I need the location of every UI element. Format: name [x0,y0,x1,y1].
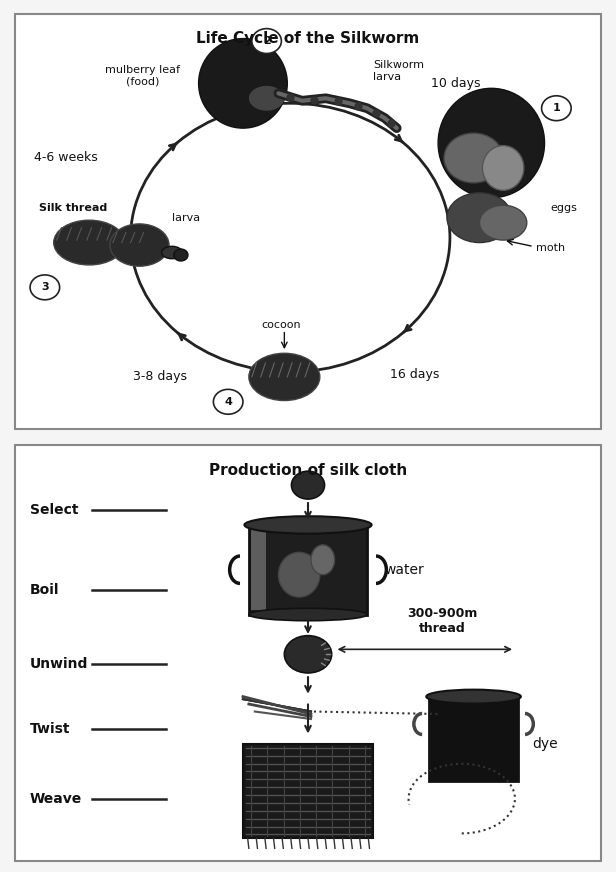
Ellipse shape [285,636,331,673]
Text: 2: 2 [263,36,270,46]
Ellipse shape [249,609,367,621]
Text: 3-8 days: 3-8 days [133,371,187,384]
Text: 10 days: 10 days [431,77,480,90]
FancyBboxPatch shape [15,14,601,429]
Text: Silk thread: Silk thread [39,203,107,213]
Text: larva: larva [172,213,200,222]
Text: Life Cycle of the Silkworm: Life Cycle of the Silkworm [197,31,419,46]
Text: 3: 3 [41,283,49,292]
Ellipse shape [482,146,524,190]
FancyBboxPatch shape [15,446,601,861]
Text: Production of silk cloth: Production of silk cloth [209,463,407,478]
Text: water: water [385,562,424,576]
Text: 4-6 weeks: 4-6 weeks [34,152,97,165]
Text: 16 days: 16 days [390,368,439,381]
FancyBboxPatch shape [251,530,266,610]
Ellipse shape [161,246,182,259]
Text: Weave: Weave [30,792,83,806]
Text: cocoon: cocoon [262,320,301,330]
FancyBboxPatch shape [429,697,518,781]
Text: Unwind: Unwind [30,657,89,671]
Ellipse shape [249,85,285,111]
Ellipse shape [311,545,334,575]
Text: moth: moth [536,242,565,253]
Text: dye: dye [533,737,558,751]
Ellipse shape [438,88,545,198]
Circle shape [291,471,325,499]
Text: Boil: Boil [30,582,60,596]
Ellipse shape [278,552,320,597]
Circle shape [174,249,188,261]
Ellipse shape [447,193,512,242]
Ellipse shape [444,133,503,183]
FancyBboxPatch shape [243,744,373,838]
Ellipse shape [249,353,320,400]
Ellipse shape [426,690,521,704]
Ellipse shape [198,38,287,128]
Ellipse shape [245,516,371,534]
FancyBboxPatch shape [249,525,367,615]
Text: eggs: eggs [551,203,577,213]
Text: Select: Select [30,503,79,517]
Text: 4: 4 [224,397,232,406]
Ellipse shape [110,224,169,266]
Text: Silkworm
larva: Silkworm larva [373,60,424,82]
Text: mulberry leaf
(food): mulberry leaf (food) [105,65,180,86]
Ellipse shape [479,205,527,240]
Text: 1: 1 [553,103,560,113]
Ellipse shape [54,220,124,265]
Circle shape [213,389,243,414]
Circle shape [541,96,571,120]
Text: 300-900m
thread: 300-900m thread [407,608,478,636]
Text: Twist: Twist [30,722,71,736]
Circle shape [252,29,282,53]
Circle shape [30,275,60,300]
